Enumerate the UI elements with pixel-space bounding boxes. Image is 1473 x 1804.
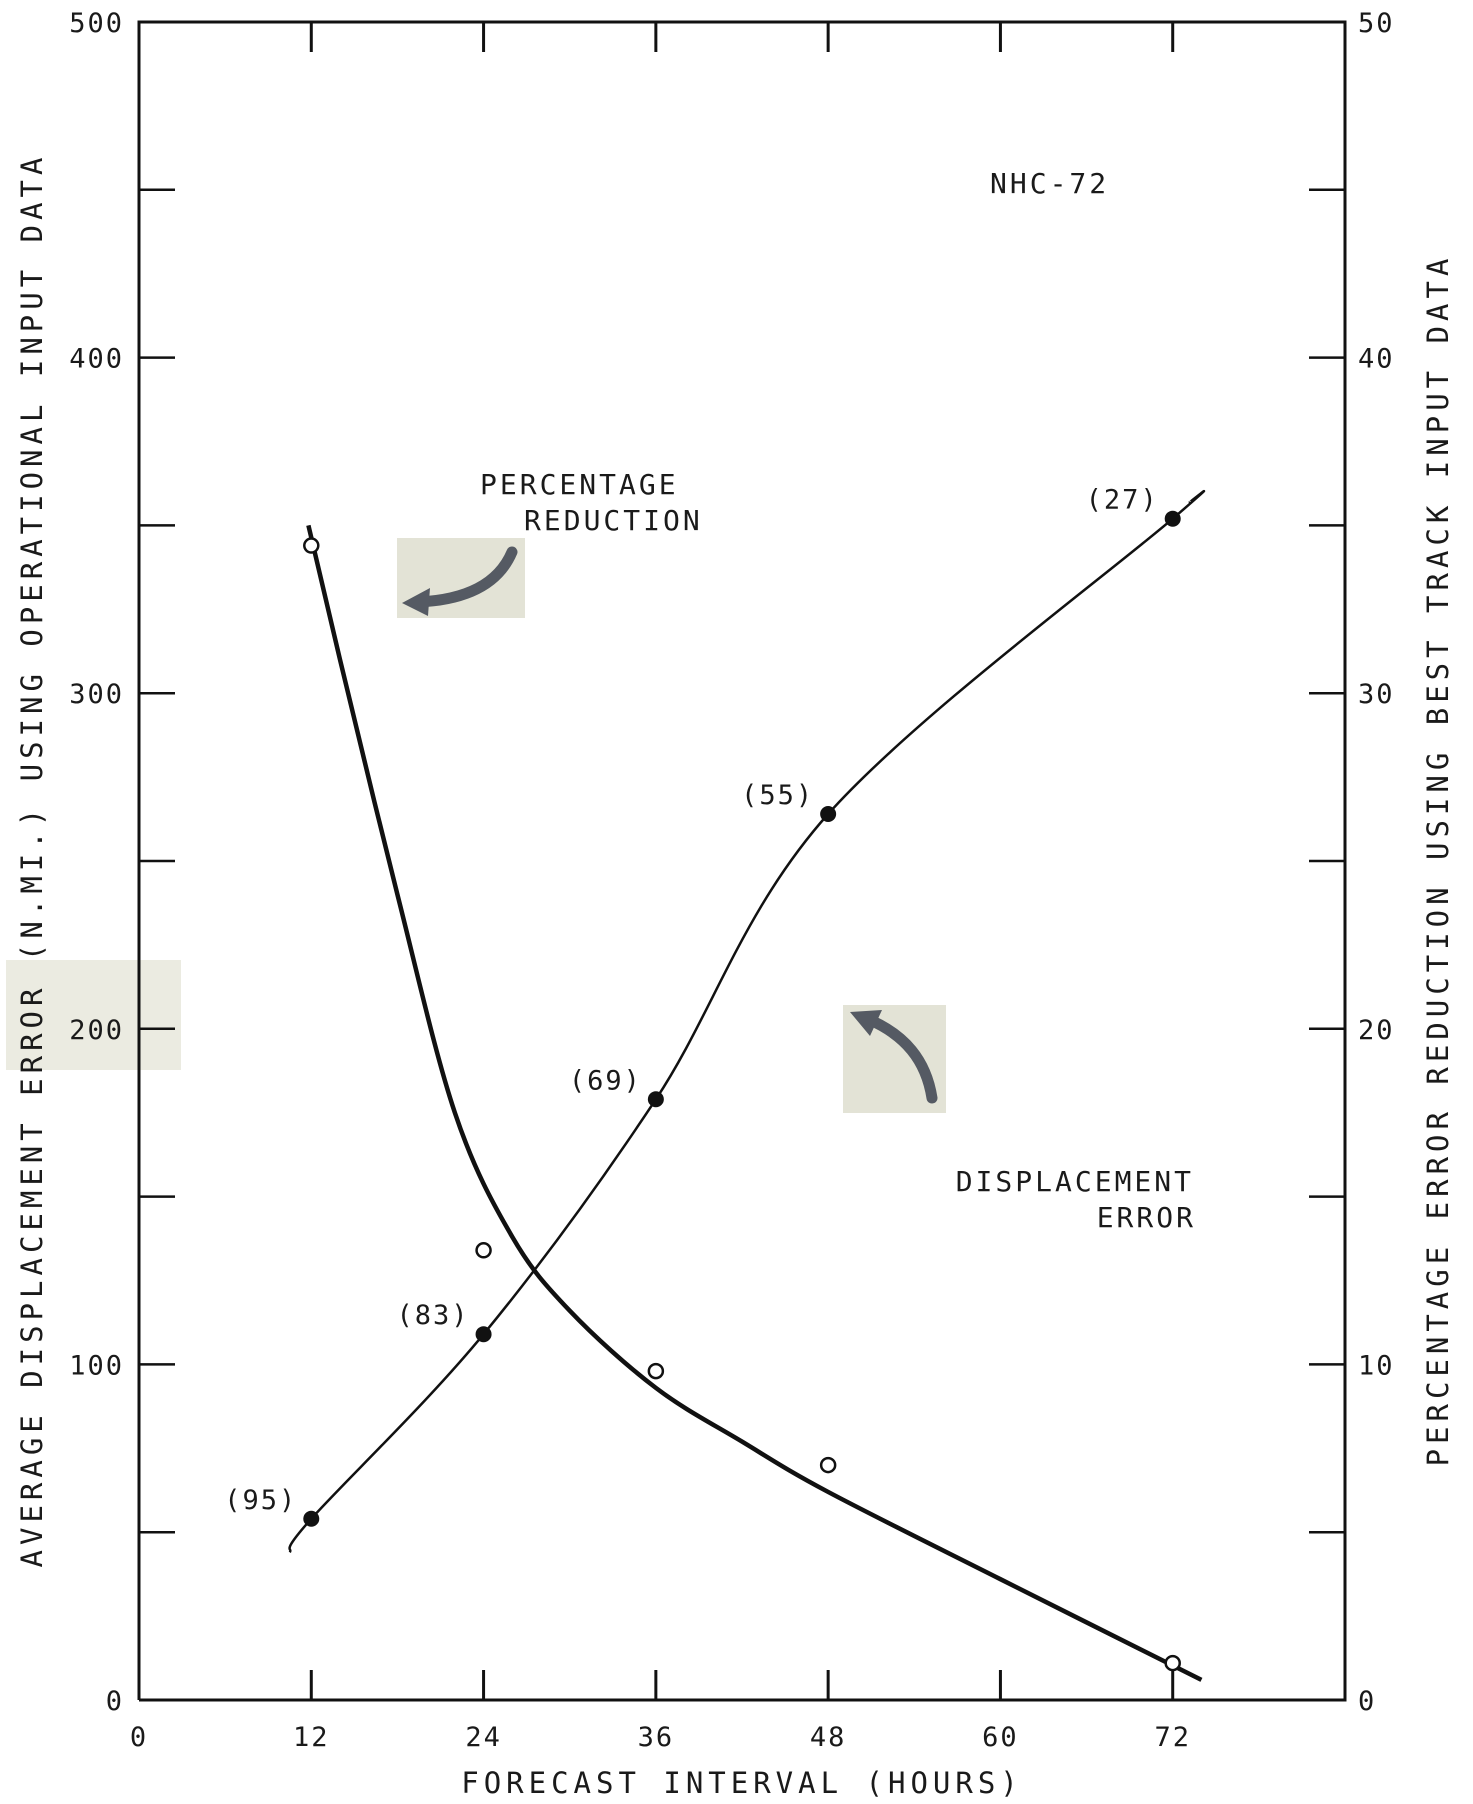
tick-labels: 0 12 24 36 48 60 72 0 100 200 300 400 500 0 10 20 30 40 50 bbox=[69, 8, 1395, 1753]
percentage-reduction-curve bbox=[306, 524, 1203, 1682]
percentage-reduction-point bbox=[475, 1242, 492, 1259]
y-axis-title-left: AVERAGE DISPLACEMENT ERROR (N.MI.) USING… bbox=[15, 153, 49, 1568]
case-count-label: (55) bbox=[741, 780, 814, 811]
y-tick-label-right: 50 bbox=[1358, 8, 1395, 39]
y-tick-label-right: 40 bbox=[1358, 344, 1395, 375]
pct-reduction-arrow bbox=[412, 546, 518, 608]
x-tick-label: 12 bbox=[293, 1722, 330, 1753]
displacement-error-point bbox=[303, 1510, 320, 1527]
x-tick-label: 0 bbox=[130, 1722, 148, 1753]
case-count-label: (27) bbox=[1086, 485, 1159, 516]
displacement-error-point bbox=[475, 1326, 492, 1343]
pct-reduction-label-line1: PERCENTAGE bbox=[480, 468, 679, 501]
y-tick-label-left: 100 bbox=[69, 1350, 124, 1381]
case-count-label: (83) bbox=[397, 1300, 470, 1331]
y-tick-label-left: 300 bbox=[69, 679, 124, 710]
case-count-label: (95) bbox=[224, 1485, 297, 1516]
disp-error-arrowhead bbox=[850, 1010, 882, 1036]
x-tick-label: 36 bbox=[638, 1722, 675, 1753]
percentage-reduction-point bbox=[1164, 1654, 1181, 1672]
percentage-reduction-point bbox=[819, 1456, 837, 1474]
y-tick-label-left: 200 bbox=[69, 1015, 124, 1046]
y-tick-label-right: 10 bbox=[1358, 1350, 1395, 1381]
y-tick-label-left: 0 bbox=[106, 1686, 124, 1717]
percentage-reduction-point bbox=[647, 1362, 665, 1380]
x-axis-title: FORECAST INTERVAL (HOURS) bbox=[461, 1766, 1023, 1800]
x-tick-label: 48 bbox=[810, 1722, 847, 1753]
percentage-reduction-point bbox=[303, 537, 320, 554]
axis-ticks bbox=[139, 22, 1345, 1700]
data-marks: (95) (83) (69) (55) (27) bbox=[224, 485, 1181, 1672]
y-axis-title-right: PERCENTAGE ERROR REDUCTION USING BEST TR… bbox=[1421, 254, 1455, 1467]
highlight-box-left-axis bbox=[6, 960, 181, 1070]
x-tick-label: 72 bbox=[1154, 1722, 1191, 1753]
case-count-label: (69) bbox=[569, 1065, 642, 1096]
disp-error-label-line2: ERROR bbox=[1097, 1201, 1196, 1234]
x-tick-label: 60 bbox=[982, 1722, 1019, 1753]
pct-reduction-arrowhead bbox=[402, 588, 430, 616]
disp-error-label-line1: DISPLACEMENT bbox=[956, 1165, 1194, 1198]
curves bbox=[288, 489, 1206, 1682]
displacement-error-curve bbox=[288, 489, 1206, 1554]
disp-error-arrow bbox=[862, 1013, 938, 1104]
y-tick-label-right: 0 bbox=[1358, 1686, 1376, 1717]
y-tick-label-right: 20 bbox=[1358, 1015, 1395, 1046]
pct-reduction-label-line2: REDUCTION bbox=[524, 504, 703, 537]
plot-frame bbox=[137, 20, 1347, 1702]
displacement-error-point bbox=[820, 806, 837, 823]
displacement-error-point bbox=[647, 1091, 664, 1108]
y-tick-label-right: 30 bbox=[1358, 679, 1395, 710]
displacement-error-point bbox=[1164, 510, 1181, 527]
x-tick-label: 24 bbox=[465, 1722, 502, 1753]
y-tick-label-left: 400 bbox=[69, 344, 124, 375]
chart-title: NHC-72 bbox=[990, 167, 1109, 200]
y-tick-label-left: 500 bbox=[69, 8, 124, 39]
